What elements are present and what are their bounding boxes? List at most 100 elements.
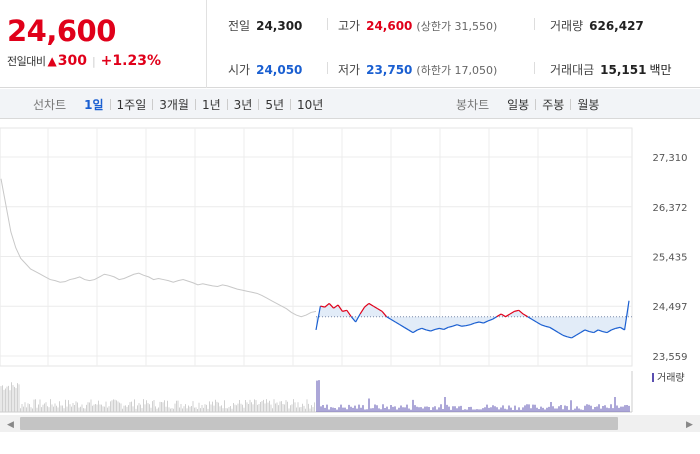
stat-value: 23,750: [366, 63, 413, 77]
candle-tab-0[interactable]: 일봉: [507, 97, 530, 112]
scroll-right-icon[interactable]: ▶: [686, 420, 693, 430]
today-line-segment: [536, 321, 542, 326]
divider: |: [91, 54, 96, 68]
stat-label: 시가: [228, 63, 251, 77]
today-line-segment: [328, 303, 335, 309]
today-line-segment: [386, 316, 392, 320]
today-line-segment: [359, 306, 365, 315]
today-line-segment: [399, 324, 405, 328]
stat-value: 626,427: [589, 19, 644, 33]
today-line-segment: [439, 327, 444, 331]
today-line-segment: [540, 324, 546, 327]
today-line-segment: [492, 316, 498, 320]
today-line-segment: [350, 316, 357, 323]
today-line-segment: [395, 321, 401, 326]
today-line-segment: [509, 310, 515, 315]
today-line-segment: [452, 324, 458, 327]
price-chart: 27,310 26,372 25,435 24,497 23,559 거래량 ◀ ▶: [0, 120, 700, 450]
stat-sub: (상한가 31,550): [416, 20, 498, 33]
today-line-segment: [324, 302, 330, 308]
plot-frame: [0, 127, 633, 367]
today-line-segment: [611, 327, 616, 331]
today-line-segment: [558, 332, 564, 336]
candle-tab-1[interactable]: 주봉: [542, 97, 565, 112]
line-tab-3[interactable]: 1년: [201, 97, 221, 112]
y-tick-label: 27,310: [653, 153, 688, 164]
today-line-segment: [549, 326, 555, 331]
today-line-segment: [514, 309, 519, 312]
stat-value: 24,300: [256, 19, 303, 33]
tab-divider: [290, 98, 292, 110]
today-line-segment: [346, 309, 352, 318]
stat-unit: 백만: [649, 63, 672, 77]
today-line-segment: [615, 326, 621, 329]
stat-value: 15,151: [600, 63, 647, 77]
today-line-segment: [619, 326, 625, 331]
today-line-segment: [593, 329, 599, 334]
today-line-segment: [571, 334, 577, 339]
line-tab-6[interactable]: 10년: [297, 97, 324, 112]
today-line-segment: [545, 325, 550, 328]
line-tab-0[interactable]: 1일: [84, 97, 104, 112]
today-line-segment: [496, 313, 502, 318]
stat-label: 고가: [338, 19, 361, 33]
scrollbar-thumb[interactable]: [20, 417, 618, 430]
today-line-segment: [430, 328, 436, 332]
line-tab-2[interactable]: 3개월: [159, 97, 189, 112]
today-line-segment: [377, 308, 383, 312]
stat-label: 전일: [228, 19, 251, 33]
today-line-segment: [487, 318, 493, 322]
today-line-segment: [368, 302, 374, 307]
today-line-segment: [522, 313, 528, 318]
today-line-segment: [474, 321, 480, 324]
today-line-segment: [470, 322, 475, 326]
today-line-segment: [320, 305, 325, 308]
today-line-segment: [355, 313, 361, 323]
tab-divider: [258, 98, 260, 110]
change-label: 전일대비: [7, 55, 46, 68]
today-line-segment: [483, 320, 489, 324]
today-line-segment: [412, 329, 418, 334]
tab-divider: [226, 98, 228, 110]
scroll-left-icon[interactable]: ◀: [7, 420, 14, 430]
today-line-segment: [478, 321, 484, 324]
today-line-segment: [567, 336, 572, 339]
today-line-segment: [465, 324, 471, 327]
chart-svg: 27,310 26,372 25,435 24,497 23,559 거래량 ◀ ▶: [0, 127, 700, 432]
candle-tab-2[interactable]: 월봉: [577, 97, 600, 112]
chart-tabbar: 선차트 1일 1주일 3개월 1년 3년 5년 10년 봉차트 일봉 주봉 월봉: [0, 89, 700, 119]
today-line-segment: [421, 327, 427, 331]
current-price: 24,600: [7, 14, 116, 48]
y-tick-label: 24,497: [653, 302, 688, 313]
line-chart-tabs: 선차트 1일 1주일 3개월 1년 3년 5년 10년: [33, 89, 329, 119]
candle-chart-tabs: 봉차트 일봉 주봉 월봉: [456, 89, 605, 119]
today-line-segment: [315, 305, 321, 331]
line-tab-1[interactable]: 1주일: [116, 97, 147, 112]
today-line-segment: [426, 329, 431, 332]
today-line-segment: [434, 327, 440, 331]
change-value: 300: [57, 53, 87, 69]
line-tab-5[interactable]: 5년: [265, 97, 285, 112]
today-line-segment: [597, 329, 603, 333]
stat-high: 고가 24,600 (상한가 31,550): [338, 17, 497, 34]
today-line-segment: [390, 318, 396, 323]
today-line-segment: [408, 329, 414, 334]
up-triangle-icon: ▲: [47, 54, 57, 68]
stat-low: 저가 23,750 (하한가 17,050): [338, 61, 497, 78]
today-line-segment: [500, 313, 506, 318]
today-line-segment: [589, 330, 594, 334]
today-line-segment: [505, 313, 511, 318]
change-row: 전일대비 ▲ 300 | +1.23%: [7, 53, 161, 69]
stat-sub: (하한가 17,050): [416, 64, 498, 77]
today-line-segment: [337, 304, 343, 312]
stat-label: 거래대금: [550, 63, 595, 77]
stat-open: 시가 24,050: [228, 61, 302, 78]
today-line-segment: [584, 329, 590, 333]
line-tab-4[interactable]: 3년: [233, 97, 253, 112]
today-line-segment: [518, 309, 524, 315]
today-line-segment: [623, 300, 630, 331]
change-percent: +1.23%: [100, 53, 161, 69]
stat-volume: 거래량 626,427: [550, 17, 644, 34]
today-line-segment: [602, 330, 608, 334]
stat-label: 저가: [338, 63, 361, 77]
